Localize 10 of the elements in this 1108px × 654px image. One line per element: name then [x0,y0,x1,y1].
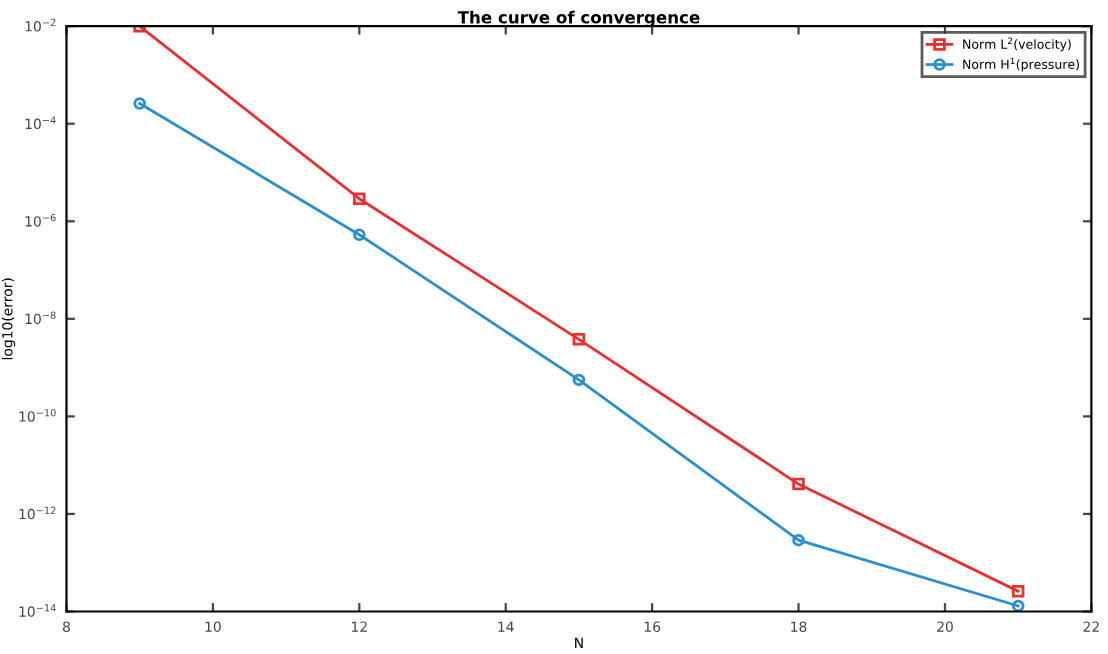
point [353,228,366,241]
point [1011,599,1025,612]
point [572,333,586,346]
point [792,533,805,547]
point [792,477,805,491]
point [353,192,366,205]
chart-title: The curve of convergence [457,10,700,27]
point [1011,585,1025,598]
point [133,97,146,110]
point [572,373,586,387]
